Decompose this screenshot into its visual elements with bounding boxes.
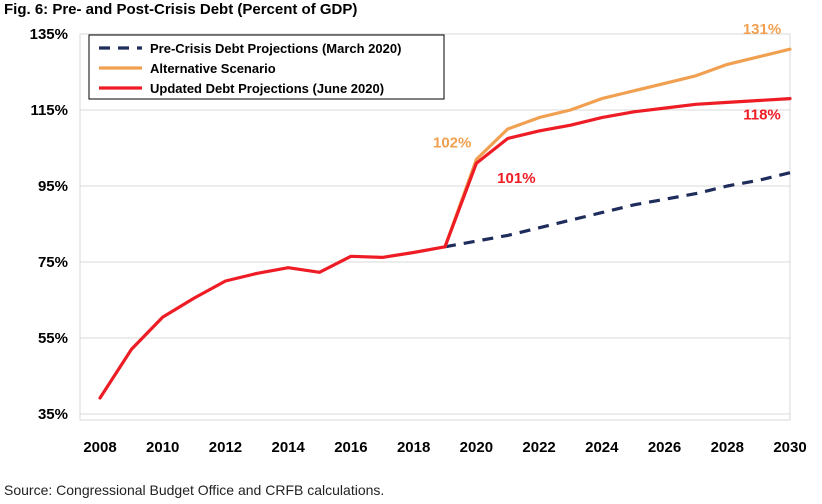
gridlines <box>80 33 790 415</box>
y-tick-label: 55% <box>38 330 68 347</box>
y-tick-label: 35% <box>38 406 68 423</box>
x-tick-label: 2024 <box>585 439 619 456</box>
data-label: 118% <box>743 107 781 124</box>
x-tick-label: 2030 <box>773 439 806 456</box>
legend-label: Updated Debt Projections (June 2020) <box>150 81 384 96</box>
data-label: 102% <box>433 134 471 151</box>
legend-box <box>88 34 445 100</box>
legend: Pre-Crisis Debt Projections (March 2020)… <box>88 34 445 100</box>
series-line <box>443 47 792 249</box>
series-line <box>444 171 791 249</box>
y-tick-label: 95% <box>38 178 68 195</box>
x-tick-label: 2026 <box>648 439 681 456</box>
x-tick-label: 2022 <box>522 439 555 456</box>
series-lines <box>98 47 792 400</box>
y-tick-label: 75% <box>38 254 68 271</box>
x-tick-label: 2010 <box>146 439 179 456</box>
x-tick-label: 2008 <box>83 439 116 456</box>
source-note: Source: Congressional Budget Office and … <box>4 482 385 498</box>
y-tick-label: 115% <box>30 102 68 119</box>
data-label: 101% <box>497 170 535 187</box>
x-tick-label: 2012 <box>209 439 242 456</box>
x-tick-label: 2020 <box>460 439 493 456</box>
chart-title: Fig. 6: Pre- and Post-Crisis Debt (Perce… <box>4 1 358 18</box>
x-tick-label: 2028 <box>711 439 744 456</box>
series-line <box>98 96 792 400</box>
legend-label: Alternative Scenario <box>150 61 276 76</box>
x-tick-label: 2018 <box>397 439 430 456</box>
y-tick-label: 135% <box>30 26 68 43</box>
y-axis: 35% 55% 75% 95% 115% 135% <box>30 26 68 423</box>
x-tick-label: 2014 <box>271 439 305 456</box>
x-axis: 2008 2010 2012 2014 2016 2018 2020 2022 2024 2026… <box>83 439 806 456</box>
legend-label: Pre-Crisis Debt Projections (March 2020) <box>150 41 401 56</box>
x-tick-label: 2016 <box>334 439 367 456</box>
data-label: 131% <box>743 21 781 38</box>
data-labels: 102% 101% 131% 118% <box>433 21 781 187</box>
